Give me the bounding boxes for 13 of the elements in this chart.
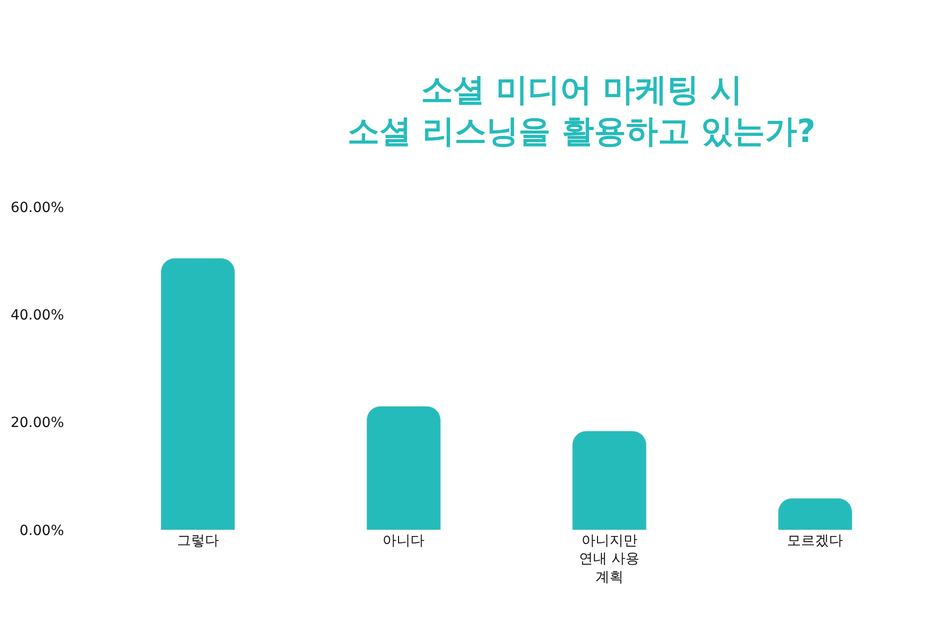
bar — [572, 430, 647, 530]
chart-title: 소셜 미디어 마케팅 시 소셜 리스닝을 활용하고 있는가? — [348, 70, 816, 150]
x-tick-label: 그렇다 — [176, 533, 219, 549]
y-tick-label: 0.00% — [20, 522, 64, 539]
y-tick-label: 40.00% — [10, 308, 64, 324]
y-tick-label: 20.00% — [10, 415, 64, 432]
bar — [778, 498, 852, 530]
bar — [160, 258, 236, 530]
x-tick-label: 아니지만 연내 사용 계획 — [579, 533, 640, 586]
y-tick-label: 60.00% — [10, 200, 64, 216]
x-tick-label: 모르겠다 — [787, 533, 844, 549]
bar — [366, 406, 441, 530]
x-tick-label: 아니다 — [382, 533, 425, 549]
